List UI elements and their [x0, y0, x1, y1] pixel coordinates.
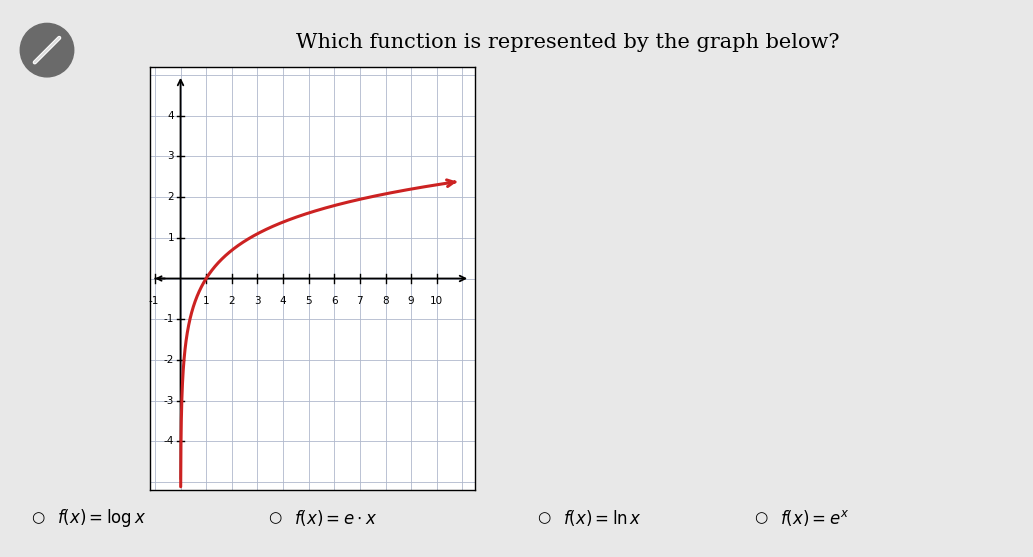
Text: 4: 4: [167, 111, 175, 121]
Text: 2: 2: [167, 192, 175, 202]
Text: ○: ○: [269, 511, 282, 525]
Text: 1: 1: [167, 233, 175, 243]
Text: 8: 8: [382, 296, 388, 306]
Text: ○: ○: [754, 511, 768, 525]
Text: $f(x) = e \cdot x$: $f(x) = e \cdot x$: [294, 508, 377, 528]
Text: -3: -3: [164, 395, 175, 405]
Text: ○: ○: [537, 511, 551, 525]
Text: $f(x) = e^x$: $f(x) = e^x$: [780, 508, 849, 528]
Text: 10: 10: [430, 296, 443, 306]
Text: 4: 4: [280, 296, 286, 306]
Text: -2: -2: [164, 355, 175, 365]
Text: -1: -1: [149, 296, 159, 306]
Text: -1: -1: [164, 314, 175, 324]
Text: 3: 3: [167, 152, 175, 162]
Text: 6: 6: [331, 296, 338, 306]
Text: 5: 5: [306, 296, 312, 306]
Text: 1: 1: [202, 296, 210, 306]
Text: 9: 9: [408, 296, 414, 306]
Text: $f(x) = \log x$: $f(x) = \log x$: [57, 507, 146, 529]
Text: $f(x) = \ln x$: $f(x) = \ln x$: [563, 508, 641, 528]
Text: ○: ○: [31, 511, 44, 525]
Text: 3: 3: [254, 296, 260, 306]
Circle shape: [21, 23, 73, 77]
Text: 2: 2: [228, 296, 236, 306]
Text: -4: -4: [164, 436, 175, 446]
Text: Which function is represented by the graph below?: Which function is represented by the gra…: [296, 33, 840, 52]
Text: 7: 7: [356, 296, 364, 306]
